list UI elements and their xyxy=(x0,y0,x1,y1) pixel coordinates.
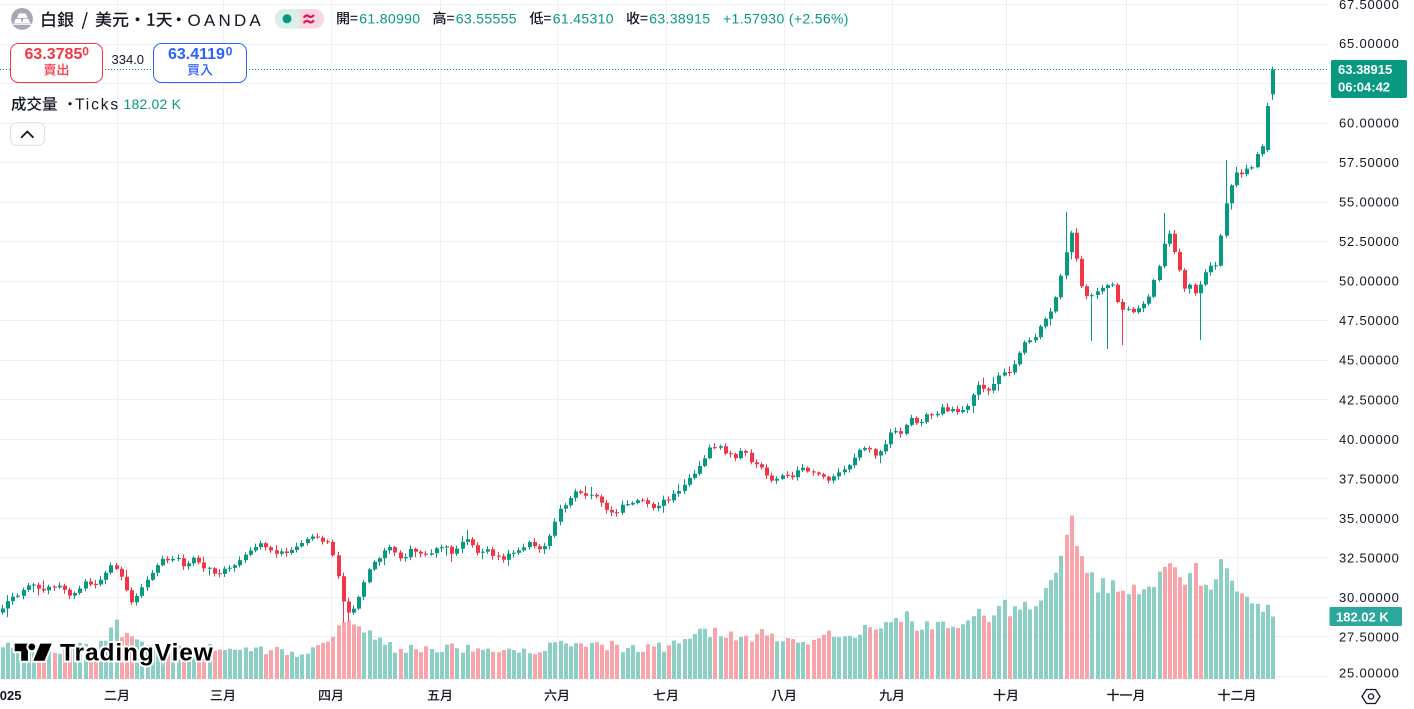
svg-text:OANDA: OANDA xyxy=(188,11,264,30)
svg-text:TradingView: TradingView xyxy=(60,640,214,667)
svg-text:40.00000: 40.00000 xyxy=(1339,432,1400,447)
svg-text:0: 0 xyxy=(226,45,233,59)
svg-text:37.50000: 37.50000 xyxy=(1339,471,1400,486)
svg-text:63.55555: 63.55555 xyxy=(456,10,517,26)
svg-text:30.00000: 30.00000 xyxy=(1339,590,1400,605)
svg-text:63.38915: 63.38915 xyxy=(1338,62,1392,77)
svg-text:63.4119: 63.4119 xyxy=(168,46,225,63)
svg-text:65.00000: 65.00000 xyxy=(1339,36,1400,51)
svg-text:63.38915: 63.38915 xyxy=(649,10,710,26)
svg-text:52.50000: 52.50000 xyxy=(1339,234,1400,249)
svg-text:0: 0 xyxy=(82,45,89,59)
svg-text:334.0: 334.0 xyxy=(112,52,145,67)
svg-text:61.45310: 61.45310 xyxy=(553,10,614,26)
svg-text:2025: 2025 xyxy=(0,688,21,703)
svg-text:35.00000: 35.00000 xyxy=(1339,511,1400,526)
svg-text:67.50000: 67.50000 xyxy=(1339,0,1400,12)
svg-text:45.00000: 45.00000 xyxy=(1339,353,1400,368)
svg-text:47.50000: 47.50000 xyxy=(1339,313,1400,328)
svg-text:63.3785: 63.3785 xyxy=(25,46,83,63)
svg-text:60.00000: 60.00000 xyxy=(1339,116,1400,131)
svg-text:Ticks: Ticks xyxy=(75,96,120,113)
svg-text:182.02 K: 182.02 K xyxy=(1336,609,1389,624)
svg-text:32.50000: 32.50000 xyxy=(1339,550,1400,565)
svg-text:+1.57930 (+2.56%): +1.57930 (+2.56%) xyxy=(723,10,849,26)
svg-text:55.00000: 55.00000 xyxy=(1339,195,1400,210)
svg-text:182.02 K: 182.02 K xyxy=(124,96,182,112)
svg-text:57.50000: 57.50000 xyxy=(1339,155,1400,170)
svg-text:27.50000: 27.50000 xyxy=(1339,629,1400,644)
svg-text:50.00000: 50.00000 xyxy=(1339,274,1400,289)
svg-text:42.50000: 42.50000 xyxy=(1339,392,1400,407)
svg-text:25.00000: 25.00000 xyxy=(1339,666,1400,681)
svg-text:06:04:42: 06:04:42 xyxy=(1338,80,1390,95)
svg-text:61.80990: 61.80990 xyxy=(359,10,420,26)
